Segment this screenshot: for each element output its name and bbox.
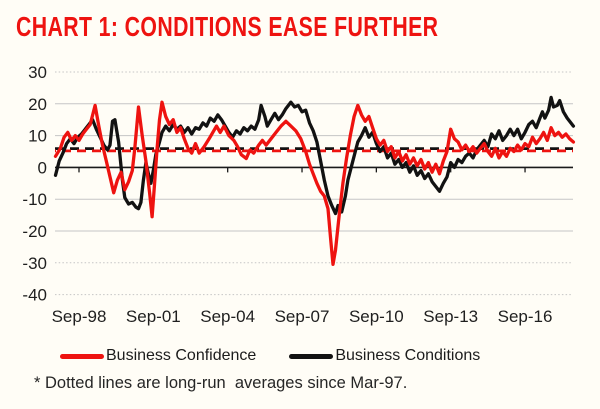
x-tick-label: Sep-04 [200,307,255,326]
x-tick-label: Sep-98 [52,307,107,326]
legend-label-business-conditions: Business Conditions [335,347,481,364]
legend-item-business-confidence: Business Confidence [60,347,256,365]
y-tick-label: -20 [22,222,47,241]
confidence-line-swatch [60,353,104,359]
x-tick-label: Sep-13 [423,307,478,326]
chart-footnote: * Dotted lines are long-run averages sin… [34,374,408,392]
legend-item-business-conditions: Business Conditions [289,347,480,365]
x-tick-label: Sep-10 [349,307,404,326]
y-tick-label: 0 [38,158,47,177]
conditions-line-swatch [289,353,334,359]
x-tick-label: Sep-16 [498,307,553,326]
legend-label-business-confidence: Business Confidence [106,347,257,364]
x-tick-label: Sep-07 [275,307,330,326]
y-tick-label: -30 [22,254,47,273]
series-line-business-conditions [53,95,576,216]
x-tick-label: Sep-01 [126,307,181,326]
line-chart-canvas: 30 20 10 0 -10 -20 -30 -40 Sep-98 Sep-01 Sep-04 Sep… [22,63,576,326]
y-tick-label: 20 [28,95,47,114]
y-tick-label: 10 [28,127,47,146]
chart-legend: Business Confidence Business Conditions [60,347,480,365]
y-tick-label: -40 [22,286,47,305]
y-tick-label: 30 [28,63,47,82]
chart-title: CHART 1: CONDITIONS EASE FURTHER [16,11,439,42]
y-tick-label: -10 [22,190,47,209]
series-line-business-confidence [53,100,576,267]
